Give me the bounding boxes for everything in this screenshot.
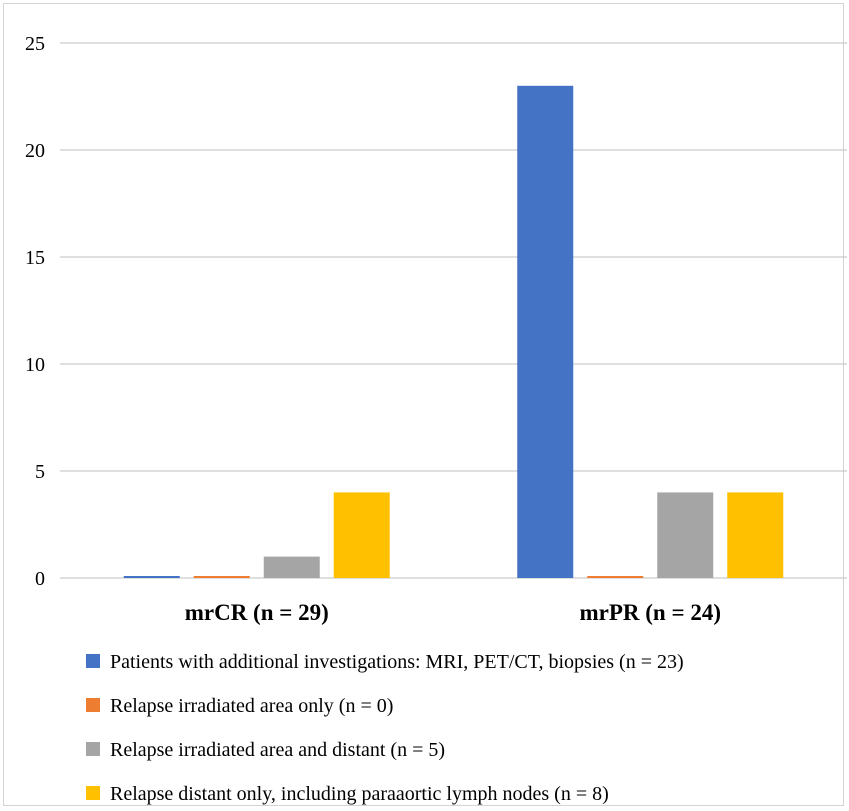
category-labels: mrCR (n = 29) mrPR (n = 24) [185, 600, 721, 625]
bar-0-3 [333, 492, 390, 578]
y-axis-tick-labels: 0 5 10 15 20 25 [25, 33, 45, 590]
y-tick-label-10: 10 [25, 354, 45, 376]
y-tick-label-0: 0 [35, 568, 45, 590]
legend-swatch-2 [86, 742, 100, 756]
legend-swatch-1 [86, 698, 100, 712]
y-tick-label-25: 25 [25, 33, 45, 55]
legend-swatch-3 [86, 786, 100, 800]
category-label-0: mrCR (n = 29) [185, 600, 329, 625]
bar-0-0 [123, 576, 180, 578]
category-label-1: mrPR (n = 24) [580, 600, 722, 625]
bar-1-0 [517, 85, 574, 579]
y-tick-label-15: 15 [25, 247, 45, 269]
legend-swatch-0 [86, 654, 100, 668]
y-tick-label-5: 5 [35, 461, 45, 483]
chart-frame [3, 3, 844, 806]
legend-label-2: Relapse irradiated area and distant (n =… [110, 739, 445, 761]
legend-label-3: Relapse distant only, including paraaort… [110, 783, 609, 805]
y-tick-label-20: 20 [25, 140, 45, 162]
bars [123, 85, 784, 579]
legend: Patients with additional investigations:… [86, 651, 684, 805]
legend-label-0: Patients with additional investigations:… [110, 651, 684, 673]
bar-0-1 [193, 576, 250, 578]
bar-1-3 [727, 492, 784, 578]
gridlines [60, 42, 847, 579]
bar-0-2 [263, 556, 320, 578]
legend-label-1: Relapse irradiated area only (n = 0) [110, 695, 393, 717]
bar-1-1 [587, 576, 644, 578]
bar-1-2 [657, 492, 714, 578]
